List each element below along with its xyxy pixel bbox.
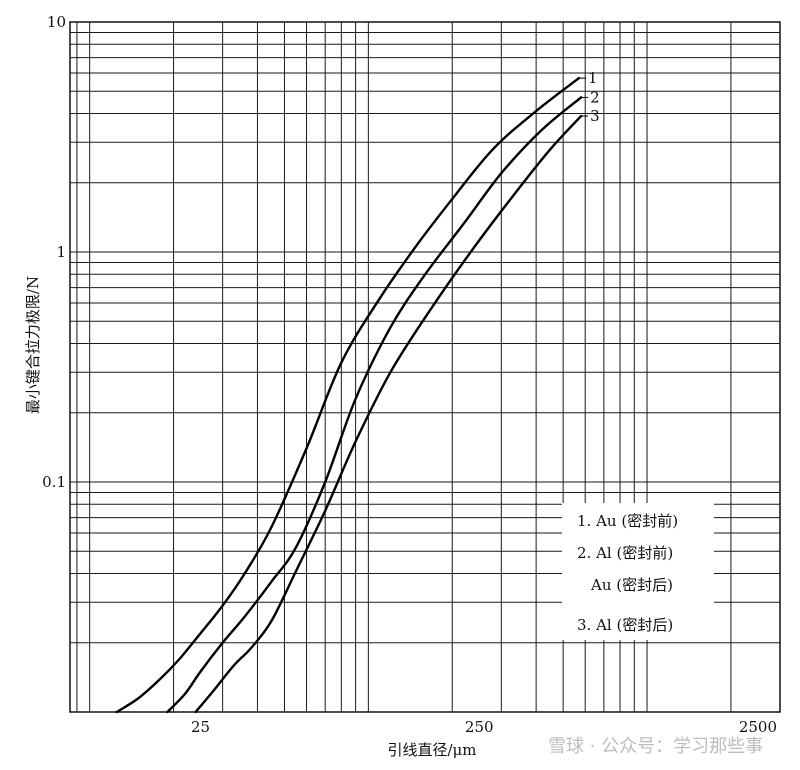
y-tick-label: 10 bbox=[47, 13, 66, 31]
tick-labels: 25 250 2500 10 1 0.1 bbox=[42, 13, 777, 736]
x-tick-label: 250 bbox=[465, 718, 494, 736]
legend-entry-2b: Au (密封后) bbox=[590, 576, 673, 594]
x-axis-title: 引线直径/μm bbox=[387, 741, 476, 759]
x-tick-label: 2500 bbox=[739, 718, 777, 736]
watermark: 雪球 · 公众号：学习那些事 bbox=[548, 736, 763, 757]
curves bbox=[115, 76, 583, 714]
curve-labels: 123 bbox=[579, 69, 600, 125]
series-3-line bbox=[194, 114, 583, 714]
series-2-line bbox=[166, 96, 583, 714]
series-1-label: 1 bbox=[588, 69, 598, 87]
plot-frame bbox=[69, 21, 781, 713]
legend: 1. Au (密封前) 2. Al (密封前) Au (密封后) 3. Al (… bbox=[562, 503, 714, 640]
series-1-line bbox=[115, 76, 581, 714]
y-tick-label: 0.1 bbox=[42, 473, 66, 491]
y-tick-label: 1 bbox=[56, 243, 66, 261]
legend-entry-1: 1. Au (密封前) bbox=[577, 512, 678, 530]
series-2-label: 2 bbox=[590, 88, 600, 106]
y-axis-title: 最小键合拉力极限/N bbox=[24, 276, 42, 414]
legend-entry-3: 3. Al (密封后) bbox=[577, 616, 673, 634]
series-3-label: 3 bbox=[590, 107, 600, 125]
x-tick-label: 25 bbox=[191, 718, 210, 736]
legend-entry-2: 2. Al (密封前) bbox=[577, 544, 673, 562]
legend-box bbox=[562, 503, 714, 640]
